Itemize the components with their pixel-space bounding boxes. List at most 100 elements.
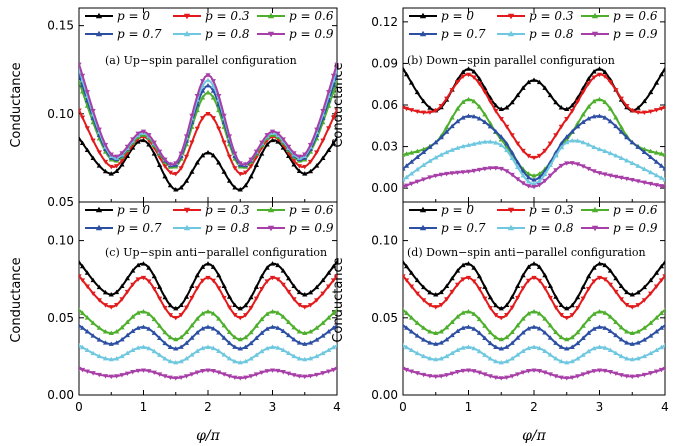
series-marker-d-4: [433, 356, 439, 362]
panel-caption-c: (c) Up−spin anti−parallel configuration: [105, 246, 327, 259]
series-marker-d-3: [471, 326, 477, 331]
series-marker-d-1: [629, 305, 635, 310]
series-marker-a-0: [194, 160, 200, 165]
series-marker-d-1: [408, 284, 415, 289]
series-marker-d-0: [421, 284, 427, 290]
series-marker-d-5: [520, 370, 526, 375]
series-marker-d-5: [525, 369, 532, 374]
series-marker-d-4: [641, 353, 647, 359]
series-marker-c-4: [79, 342, 82, 348]
legend-marker-a-0: [95, 12, 103, 19]
series-marker-a-0: [79, 135, 82, 141]
series-marker-c-0: [216, 272, 222, 278]
series-marker-a-4: [205, 77, 211, 83]
series-marker-c-0: [253, 284, 259, 289]
series-marker-b-1: [602, 74, 608, 79]
series-marker-c-2: [302, 330, 308, 336]
series-marker-a-1: [232, 166, 238, 171]
series-marker-c-5: [140, 368, 147, 373]
series-marker-a-1: [302, 164, 308, 170]
series-marker-a-5: [157, 149, 163, 155]
series-marker-c-0: [334, 259, 337, 265]
series-marker-b-2: [580, 112, 586, 117]
series-marker-d-3: [536, 326, 543, 331]
series-marker-b-1: [542, 148, 548, 154]
series-marker-a-0: [296, 168, 302, 174]
series-marker-c-3: [243, 344, 249, 349]
series-marker-b-4: [591, 144, 597, 150]
series-marker-b-0: [558, 105, 564, 110]
series-marker-d-3: [531, 324, 537, 329]
series-marker-b-0: [403, 71, 410, 77]
series-marker-c-0: [90, 277, 96, 283]
series-marker-d-5: [564, 376, 570, 381]
series-marker-b-3: [444, 129, 450, 134]
series-marker-a-2: [200, 95, 206, 100]
series-marker-c-4: [314, 353, 320, 359]
series-marker-a-5: [119, 151, 125, 156]
series-marker-a-1: [216, 126, 222, 132]
series-marker-d-4: [421, 353, 427, 359]
series-marker-d-2: [553, 329, 559, 335]
series-marker-b-2: [476, 104, 483, 109]
series-marker-b-1: [591, 75, 597, 80]
series-marker-b-3: [454, 118, 461, 124]
series-marker-a-2: [334, 79, 337, 84]
series-marker-a-0: [232, 185, 238, 190]
series-marker-d-3: [635, 340, 641, 345]
legend-marker-a-3: [95, 30, 103, 37]
series-marker-c-1: [291, 297, 297, 302]
series-marker-c-5: [178, 375, 184, 381]
series-marker-b-0: [658, 71, 665, 77]
series-marker-c-5: [194, 370, 200, 375]
series-marker-b-3: [476, 116, 483, 121]
legend-marker-c-2: [267, 206, 275, 213]
series-marker-d-0: [509, 294, 515, 299]
panel-caption-d: (d) Down−spin anti−parallel configuratio…: [407, 246, 646, 259]
series-marker-d-4: [487, 356, 493, 361]
series-marker-b-3: [602, 115, 608, 120]
series-marker-d-1: [648, 291, 654, 296]
series-marker-d-5: [493, 375, 499, 381]
series-marker-b-1: [613, 88, 619, 93]
series-marker-c-2: [157, 323, 163, 328]
series-marker-a-1: [162, 164, 168, 169]
series-marker-b-3: [658, 163, 665, 168]
series-marker-d-1: [515, 295, 521, 301]
series-marker-d-0: [498, 305, 504, 311]
legend-marker-b-3: [419, 30, 427, 37]
series-marker-c-5: [275, 368, 281, 374]
series-marker-c-5: [157, 372, 163, 377]
series-marker-d-1: [444, 297, 450, 302]
series-group-b: [403, 66, 665, 190]
legend-marker-c-1: [183, 207, 191, 214]
series-marker-a-1: [79, 108, 82, 113]
series-marker-b-0: [427, 105, 433, 110]
series-marker-d-3: [575, 340, 581, 346]
series-marker-c-1: [183, 305, 190, 310]
series-marker-a-1: [210, 116, 216, 121]
series-marker-c-3: [151, 330, 157, 335]
series-marker-d-3: [547, 335, 553, 340]
series-marker-a-5: [264, 133, 270, 138]
series-marker-d-2: [575, 329, 581, 335]
series-marker-c-0: [307, 289, 314, 295]
series-marker-c-1: [167, 313, 173, 318]
series-marker-d-0: [591, 265, 597, 270]
series-marker-d-4: [662, 342, 665, 348]
series-marker-d-1: [591, 279, 597, 284]
series-marker-b-4: [525, 179, 532, 184]
series-marker-d-1: [596, 275, 603, 281]
series-marker-a-5: [205, 73, 211, 78]
series-marker-d-2: [449, 319, 455, 324]
series-marker-a-5: [259, 140, 265, 146]
series-marker-c-0: [79, 263, 86, 269]
series-marker-b-2: [460, 99, 466, 104]
ytick-label: 0.06: [371, 98, 398, 112]
series-marker-c-0: [286, 275, 292, 281]
series-marker-c-5: [237, 376, 243, 381]
series-marker-d-2: [641, 325, 647, 330]
series-marker-d-4: [547, 352, 553, 357]
series-marker-a-0: [314, 163, 320, 168]
series-marker-d-0: [547, 283, 553, 288]
